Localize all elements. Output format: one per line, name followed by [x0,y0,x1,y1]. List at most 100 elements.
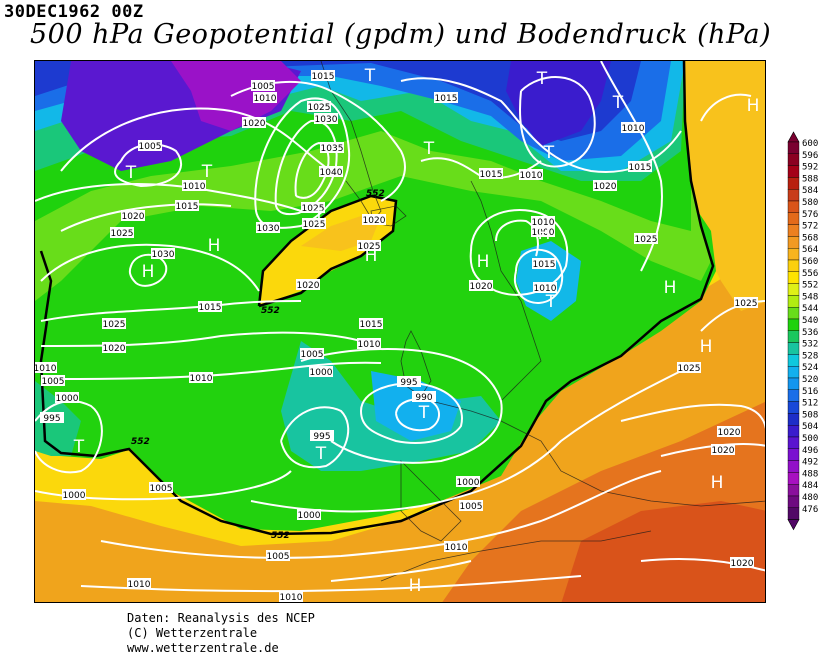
field-yellow-ne [681,61,765,311]
isobar-label: 1005 [251,80,275,92]
color-scale-cell [787,189,800,202]
credits-data-source: Daten: Reanalysis des NCEP [127,611,315,625]
isobar-label: 1020 [102,342,126,354]
isobar-22 [360,382,463,444]
color-scale-tick-label: 524 [802,363,818,373]
high-pressure-marker: H [711,473,724,493]
color-scale-tick-label: 504 [802,422,818,432]
svg-text:1025: 1025 [111,229,134,239]
svg-text:1025: 1025 [358,242,381,252]
svg-text:1010: 1010 [358,340,381,350]
color-scale-cell [787,212,800,225]
color-scale-tick-label: 552 [802,281,818,291]
coastlines [320,61,765,582]
svg-text:1000: 1000 [56,394,79,404]
color-scale-cell [787,283,800,296]
isobar-21 [300,348,503,464]
low-pressure-marker: T [364,66,376,86]
color-scale-cells [787,131,800,531]
svg-text:1010: 1010 [445,543,468,553]
low-pressure-marker: T [201,162,213,182]
color-scale-cell [787,247,800,261]
low-pressure-marker: T [423,139,435,159]
isobar-label: 1015 [311,70,335,82]
isobar-label: 1020 [362,214,386,226]
svg-text:1010: 1010 [520,171,543,181]
color-scale-cell [787,271,800,284]
color-scale-tick-label: 476 [802,505,818,515]
color-scale-tick-label: 512 [802,399,818,409]
isobar-label: 1020 [469,280,493,292]
low-pressure-marker: T [545,292,557,312]
low-pressure-marker: T [73,437,85,457]
svg-text:995: 995 [400,378,417,388]
isobar-label: 1010 [35,362,57,374]
color-scale-arrow-bottom [787,519,800,531]
isobar-label: 995 [397,376,421,388]
svg-text:1020: 1020 [718,428,741,438]
isobar-label: 1005 [149,482,173,494]
isobar-label: 1025 [102,318,126,330]
weather-map: 552 552 552 552 1005 1010 1015 1025 1030… [34,60,766,603]
svg-text:1020: 1020 [712,446,735,456]
svg-text:1015: 1015 [360,320,383,330]
svg-text:1025: 1025 [303,220,326,230]
isobar-label: 1005 [459,500,483,512]
svg-text:1020: 1020 [594,182,617,192]
color-scale-legend: 600 596 592 588 584 580 576 572 568 564 560 556 552 5… [784,130,822,540]
isobar-17 [600,61,663,272]
isobar-6 [40,331,362,347]
isobar-labels: 1005 1010 1015 1025 1030 1020 1035 1040 … [35,70,758,602]
color-scale-cell [787,295,800,308]
isobar-label: 1005 [266,550,290,562]
high-pressure-marker: H [142,262,155,282]
svg-text:1015: 1015 [480,170,503,180]
isobar-label: 1010 [621,122,645,134]
color-scale-cell [787,165,800,178]
color-scale-tick-label: 500 [802,434,818,444]
color-scale-cell [787,306,800,320]
isobar-label: 1015 [479,168,503,180]
svg-text:1020: 1020 [297,281,320,291]
svg-text:1030: 1030 [152,250,175,260]
coast-iberia [400,460,462,542]
isobar-label: 1040 [319,166,343,178]
contour-552-main [39,61,715,536]
color-scale-cell [787,472,800,485]
isobar-label: 1020 [711,444,735,456]
svg-text:1025: 1025 [735,299,758,309]
isobar-28 [100,470,662,559]
isobar-label: 1030 [151,248,175,260]
svg-text:1025: 1025 [103,320,126,330]
color-scale-cell [787,401,800,414]
isobar-label: 1020 [730,557,754,569]
color-scale-tick-label: 480 [802,493,818,503]
isobar-label: 1005 [138,140,162,152]
isobar-1 [60,107,332,172]
isobar-11 [294,141,330,199]
field-violet [171,61,301,131]
isobar-label: 1020 [242,117,266,129]
isobar-3 [60,203,232,232]
isobar-label: 1025 [677,362,701,374]
map-datetime: 30DEC1962 00Z [4,2,144,22]
svg-text:1015: 1015 [435,94,458,104]
color-scale-cell [787,236,800,249]
color-scale-labels: 6005965925885845805765725685645605565525… [802,139,818,515]
color-scale-arrow-top [787,131,800,143]
credits-copyright: (C) Wetterzentrale [127,626,258,640]
map-title: 500 hPa Geopotential (gpdm) und Bodendru… [30,19,772,50]
isobar-label: 1005 [41,375,65,387]
svg-text:1010: 1010 [534,284,557,294]
color-scale-cell [787,224,800,237]
svg-text:1020: 1020 [363,216,386,226]
svg-text:1005: 1005 [252,82,275,92]
svg-text:1005: 1005 [150,484,173,494]
color-scale-tick-label: 588 [802,174,818,184]
color-scale-tick-label: 564 [802,245,818,255]
isobar-label: 1015 [359,318,383,330]
isobar-label: 1010 [253,92,277,104]
svg-text:1015: 1015 [533,260,556,270]
svg-text:995: 995 [43,414,60,424]
color-scale-cell [787,200,800,214]
